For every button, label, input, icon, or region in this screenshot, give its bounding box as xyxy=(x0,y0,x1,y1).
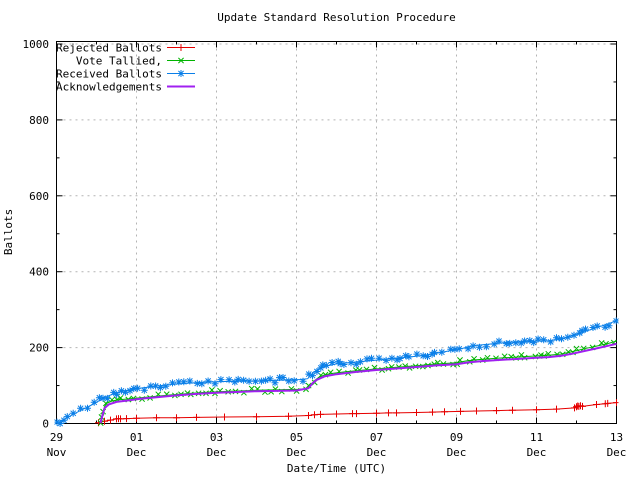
series-line xyxy=(99,342,617,424)
plot-render-root: 0 200 400 600 800 1000 29 Nov 01 Dec 03 Dec 05 Dec 07 D… xyxy=(23,38,627,459)
x-tick-label-month: Dec xyxy=(367,446,387,459)
y-tick-labels: 0 200 400 600 800 1000 xyxy=(23,38,50,431)
x-tick-label: 29 xyxy=(50,431,63,444)
x-tick-label-month: Dec xyxy=(607,446,627,459)
y-tick-label: 200 xyxy=(29,342,49,355)
x-tick-label-month: Dec xyxy=(527,446,547,459)
y-tick-label: 400 xyxy=(29,266,49,279)
x-tick-label: 01 xyxy=(130,431,143,444)
legend-sample-marker xyxy=(177,44,185,51)
x-tick-label-month: Dec xyxy=(287,446,307,459)
axes xyxy=(56,41,617,424)
series-received-ballots xyxy=(54,317,619,427)
y-tick-label: 800 xyxy=(29,114,49,127)
series-markers xyxy=(54,317,619,427)
x-tick-label: 13 xyxy=(610,431,623,444)
series-acknowledgements xyxy=(99,342,617,424)
x-tick-label: 03 xyxy=(210,431,223,444)
y-tick-label: 1000 xyxy=(23,38,50,51)
legend-sample-marker xyxy=(177,70,185,77)
x-tick-label-month: Dec xyxy=(207,446,227,459)
x-tick-label: 11 xyxy=(530,431,543,444)
x-tick-labels: 29 Nov 01 Dec 03 Dec 05 Dec 07 Dec 09 Dec 11 Dec 13 Dec xyxy=(47,431,627,459)
series-line xyxy=(56,320,617,424)
gridlines xyxy=(57,42,617,423)
legend-item-received-ballots: Received Ballots xyxy=(56,68,195,81)
series-rejected-ballots xyxy=(95,399,619,427)
legend-item-vote-tallied: Vote Tallied, xyxy=(76,55,195,68)
series-markers xyxy=(95,399,619,427)
x-tick-label-month: Dec xyxy=(127,446,147,459)
legend-label: Vote Tallied, xyxy=(76,55,162,68)
legend-item-rejected-ballots: Rejected Ballots xyxy=(56,42,195,55)
chart-title: Update Standard Resolution Procedure xyxy=(217,11,455,24)
legend-label: Acknowledgements xyxy=(56,81,162,94)
x-tick-label-month: Dec xyxy=(447,446,467,459)
x-tick-label-month: Nov xyxy=(47,446,67,459)
legend-item-acknowledgements: Acknowledgements xyxy=(56,81,195,94)
legend-sample-marker xyxy=(178,57,184,64)
x-tick-label: 05 xyxy=(290,431,303,444)
legend-label: Rejected Ballots xyxy=(56,42,162,55)
y-tick-label: 600 xyxy=(29,190,49,203)
legend-label: Received Ballots xyxy=(56,68,162,81)
y-tick-label: 0 xyxy=(42,418,49,431)
x-axis-label: Date/Time (UTC) xyxy=(287,462,386,475)
y-axis-label: Ballots xyxy=(2,209,15,255)
x-tick-label: 09 xyxy=(450,431,463,444)
x-tick-label: 07 xyxy=(370,431,383,444)
